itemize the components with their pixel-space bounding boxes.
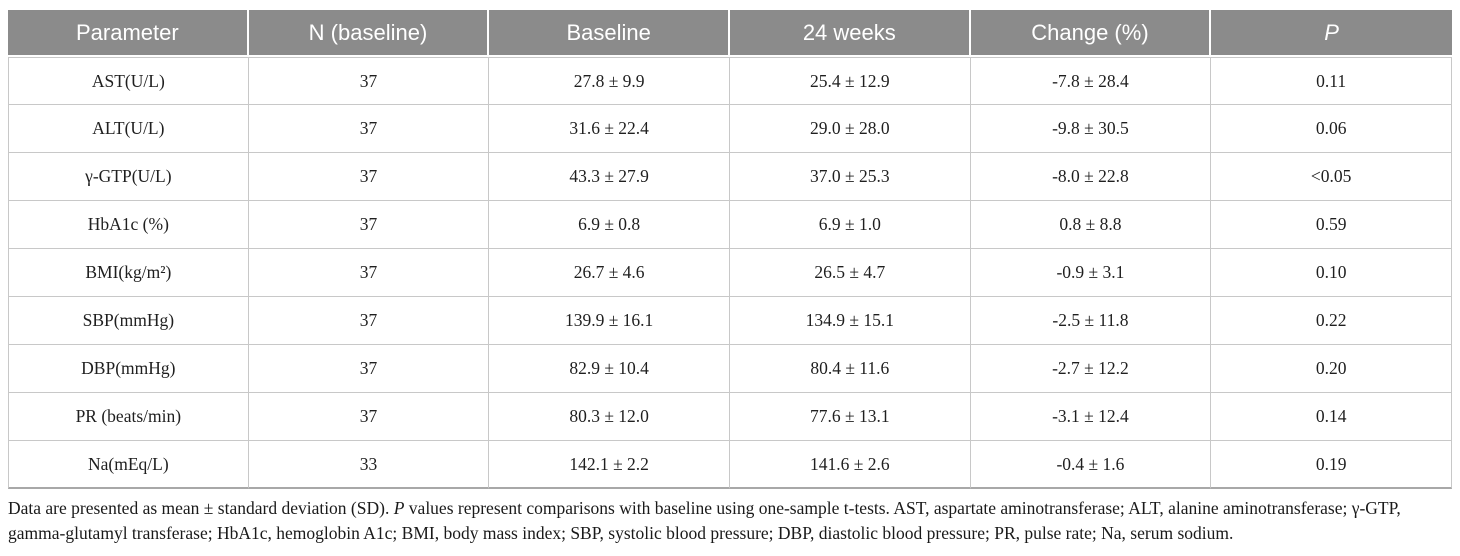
- cell-24-weeks: 29.0 ± 28.0: [729, 105, 971, 153]
- cell-change-percent: -0.4 ± 1.6: [970, 441, 1212, 489]
- cell-p-value: 0.20: [1211, 345, 1452, 393]
- table-footnote: Data are presented as mean ± standard de…: [8, 496, 1452, 546]
- cell-baseline: 139.9 ± 16.1: [489, 297, 730, 345]
- cell-baseline: 6.9 ± 0.8: [489, 201, 730, 249]
- cell-parameter: BMI(kg/m²): [8, 249, 249, 297]
- cell-parameter: HbA1c (%): [8, 201, 249, 249]
- cell-p-value: 0.22: [1211, 297, 1452, 345]
- cell-parameter: Na(mEq/L): [8, 441, 249, 489]
- cell-parameter: SBP(mmHg): [8, 297, 249, 345]
- cell-change-percent: -8.0 ± 22.8: [970, 153, 1212, 201]
- column-header-change-percent: Change (%): [970, 10, 1212, 57]
- cell-change-percent: -2.7 ± 12.2: [970, 345, 1212, 393]
- column-header-baseline: Baseline: [489, 10, 730, 57]
- cell-p-value: 0.14: [1211, 393, 1452, 441]
- cell-baseline: 26.7 ± 4.6: [489, 249, 730, 297]
- cell-24-weeks: 80.4 ± 11.6: [729, 345, 971, 393]
- cell-p-value: 0.10: [1211, 249, 1452, 297]
- cell-24-weeks: 26.5 ± 4.7: [729, 249, 971, 297]
- cell-24-weeks: 134.9 ± 15.1: [729, 297, 971, 345]
- header-row: Parameter N (baseline) Baseline 24 weeks Cha…: [8, 10, 1452, 57]
- cell-p-value: 0.06: [1211, 105, 1452, 153]
- table-row: HbA1c (%) 37 6.9 ± 0.8 6.9 ± 1.0 0.8 ± 8.8 0.…: [8, 201, 1452, 249]
- cell-24-weeks: 6.9 ± 1.0: [729, 201, 971, 249]
- column-header-24-weeks: 24 weeks: [729, 10, 971, 57]
- cell-change-percent: -9.8 ± 30.5: [970, 105, 1212, 153]
- table-row: SBP(mmHg) 37 139.9 ± 16.1 134.9 ± 15.1 -2.5 …: [8, 297, 1452, 345]
- table-row: AST(U/L) 37 27.8 ± 9.9 25.4 ± 12.9 -7.8 ± 28…: [8, 57, 1452, 105]
- table-row: ALT(U/L) 37 31.6 ± 22.4 29.0 ± 28.0 -9.8 ± 3…: [8, 105, 1452, 153]
- cell-baseline: 82.9 ± 10.4: [489, 345, 730, 393]
- cell-24-weeks: 141.6 ± 2.6: [729, 441, 971, 489]
- cell-baseline: 27.8 ± 9.9: [489, 57, 730, 105]
- table-row: DBP(mmHg) 37 82.9 ± 10.4 80.4 ± 11.6 -2.7 ± …: [8, 345, 1452, 393]
- cell-p-value: 0.11: [1211, 57, 1452, 105]
- cell-parameter: PR (beats/min): [8, 393, 249, 441]
- footnote-segment: values represent comparisons with baseli…: [8, 498, 1401, 543]
- cell-n-baseline: 37: [248, 201, 490, 249]
- cell-n-baseline: 33: [248, 441, 490, 489]
- cell-parameter: DBP(mmHg): [8, 345, 249, 393]
- table-row: γ-GTP(U/L) 37 43.3 ± 27.9 37.0 ± 25.3 -8.0 ±…: [8, 153, 1452, 201]
- cell-24-weeks: 25.4 ± 12.9: [729, 57, 971, 105]
- column-header-p-value: P: [1211, 10, 1452, 57]
- cell-change-percent: -2.5 ± 11.8: [970, 297, 1212, 345]
- cell-baseline: 142.1 ± 2.2: [489, 441, 730, 489]
- table-row: Na(mEq/L) 33 142.1 ± 2.2 141.6 ± 2.6 -0.4 ± …: [8, 441, 1452, 489]
- table-row: BMI(kg/m²) 37 26.7 ± 4.6 26.5 ± 4.7 -0.9 ± 3…: [8, 249, 1452, 297]
- cell-n-baseline: 37: [248, 249, 490, 297]
- cell-baseline: 31.6 ± 22.4: [489, 105, 730, 153]
- cell-parameter: AST(U/L): [8, 57, 249, 105]
- cell-baseline: 43.3 ± 27.9: [489, 153, 730, 201]
- cell-p-value: 0.59: [1211, 201, 1452, 249]
- cell-change-percent: -3.1 ± 12.4: [970, 393, 1212, 441]
- cell-parameter: γ-GTP(U/L): [8, 153, 249, 201]
- cell-change-percent: -7.8 ± 28.4: [970, 57, 1212, 105]
- cell-n-baseline: 37: [248, 393, 490, 441]
- cell-n-baseline: 37: [248, 57, 490, 105]
- table-row: PR (beats/min) 37 80.3 ± 12.0 77.6 ± 13.1 -3…: [8, 393, 1452, 441]
- cell-change-percent: 0.8 ± 8.8: [970, 201, 1212, 249]
- footnote-segment: Data are presented as mean ± standard de…: [8, 498, 394, 518]
- results-table: Parameter N (baseline) Baseline 24 weeks Cha…: [8, 10, 1452, 489]
- cell-p-value: 0.19: [1211, 441, 1452, 489]
- cell-baseline: 80.3 ± 12.0: [489, 393, 730, 441]
- cell-n-baseline: 37: [248, 297, 490, 345]
- column-header-parameter: Parameter: [8, 10, 249, 57]
- footnote-italic-segment: P: [393, 498, 405, 518]
- cell-change-percent: -0.9 ± 3.1: [970, 249, 1212, 297]
- cell-24-weeks: 77.6 ± 13.1: [729, 393, 971, 441]
- cell-p-value: <0.05: [1211, 153, 1452, 201]
- column-header-n-baseline: N (baseline): [248, 10, 490, 57]
- table-header: Parameter N (baseline) Baseline 24 weeks Cha…: [8, 10, 1452, 57]
- cell-24-weeks: 37.0 ± 25.3: [729, 153, 971, 201]
- cell-parameter: ALT(U/L): [8, 105, 249, 153]
- table-body: AST(U/L) 37 27.8 ± 9.9 25.4 ± 12.9 -7.8 ± 28…: [8, 57, 1452, 489]
- cell-n-baseline: 37: [248, 345, 490, 393]
- cell-n-baseline: 37: [248, 153, 490, 201]
- cell-n-baseline: 37: [248, 105, 490, 153]
